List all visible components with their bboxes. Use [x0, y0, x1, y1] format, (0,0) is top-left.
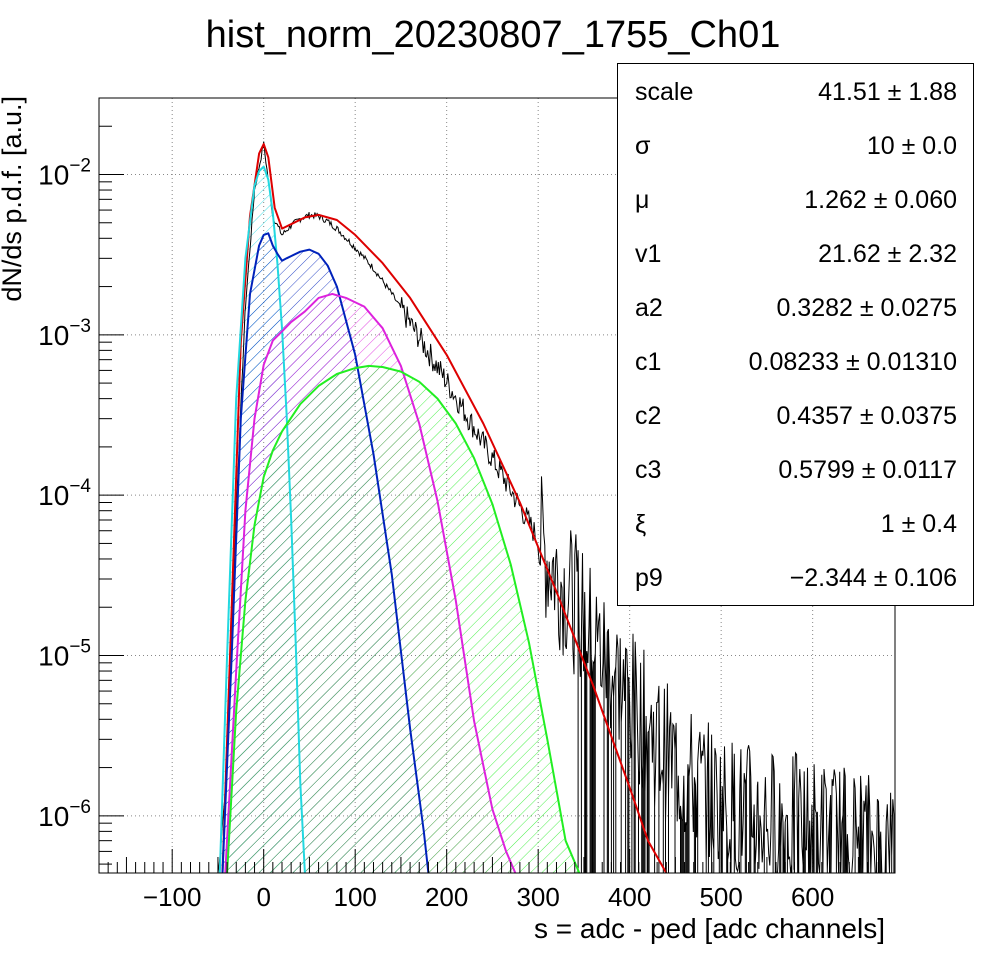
stats-row: μ 1.262 ± 0.060 [618, 172, 973, 226]
stats-row: a2 0.3282 ± 0.0275 [618, 280, 973, 334]
stats-row: σ 10 ± 0.0 [618, 118, 973, 172]
total-fit-curve [221, 143, 668, 874]
stats-param-name: c1 [635, 348, 662, 376]
stats-param-value: 1.262 ± 0.060 [804, 186, 957, 214]
stats-param-value: 0.3282 ± 0.0275 [776, 294, 957, 322]
stats-param-value: 21.62 ± 2.32 [818, 240, 957, 268]
stats-row: c2 0.4357 ± 0.0375 [618, 388, 973, 442]
component-fill [227, 365, 580, 873]
x-tick-label: 100 [333, 882, 376, 912]
stats-param-value: 0.08233 ± 0.01310 [748, 348, 957, 376]
x-tick-label: 0 [256, 882, 270, 912]
stats-row: p9 −2.344 ± 0.106 [618, 550, 973, 604]
y-axis-label: dN/ds p.d.f. [a.u.] [0, 96, 27, 302]
stats-param-name: c3 [635, 456, 662, 484]
stats-row: ξ 1 ± 0.4 [618, 496, 973, 550]
component-curve [218, 165, 306, 874]
stats-param-name: a2 [635, 294, 663, 322]
series-line-layer [217, 141, 895, 874]
y-tick-label: 10−3 [38, 316, 91, 351]
stats-row: scale 41.51 ± 1.88 [618, 64, 973, 118]
stats-row: c3 0.5799 ± 0.0117 [618, 442, 973, 496]
stats-param-name: σ [635, 132, 651, 160]
component-curve [224, 292, 517, 874]
x-tick-label: 600 [791, 882, 834, 912]
stats-row: c1 0.08233 ± 0.01310 [618, 334, 973, 388]
fit-stats-box: scale 41.51 ± 1.88 σ 10 ± 0.0 μ 1.262 ± 0.060… [617, 63, 974, 606]
stats-param-value: 0.4357 ± 0.0375 [776, 402, 957, 430]
stats-param-value: −2.344 ± 0.106 [789, 564, 957, 592]
component-curve [226, 364, 581, 874]
x-tick-label: 400 [608, 882, 651, 912]
axis-layer: −100 0 100 200 300 400 500 600 10−2 10−3 10−4 10−5 1… [38, 97, 896, 912]
stats-param-name: ξ [635, 510, 647, 538]
histogram-data [217, 141, 895, 874]
stats-param-value: 10 ± 0.0 [866, 132, 957, 160]
x-tick-label: 300 [516, 882, 559, 912]
stats-param-value: 41.51 ± 1.88 [818, 78, 957, 106]
stats-param-name: p9 [635, 564, 663, 592]
stats-param-name: μ [635, 186, 650, 214]
stats-param-value: 0.5799 ± 0.0117 [778, 456, 957, 484]
stats-param-name: v1 [635, 240, 662, 268]
stats-param-name: c2 [635, 402, 662, 430]
component-curve [221, 232, 430, 874]
y-tick-label: 10−5 [38, 636, 91, 671]
x-tick-label: −100 [143, 882, 202, 912]
y-tick-label: 10−2 [38, 155, 91, 190]
y-tick-label: 10−4 [38, 476, 91, 511]
y-tick-label: 10−6 [38, 797, 91, 832]
x-tick-label: 200 [425, 882, 468, 912]
stats-row: v1 21.62 ± 2.32 [618, 226, 973, 280]
stats-param-value: 1 ± 0.4 [880, 510, 957, 538]
stats-param-name: scale [635, 78, 694, 106]
chart-title: hist_norm_20230807_1755_Ch01 [206, 14, 781, 56]
x-axis-label: s = adc - ped [adc channels] [534, 913, 885, 944]
x-tick-label: 500 [699, 882, 742, 912]
